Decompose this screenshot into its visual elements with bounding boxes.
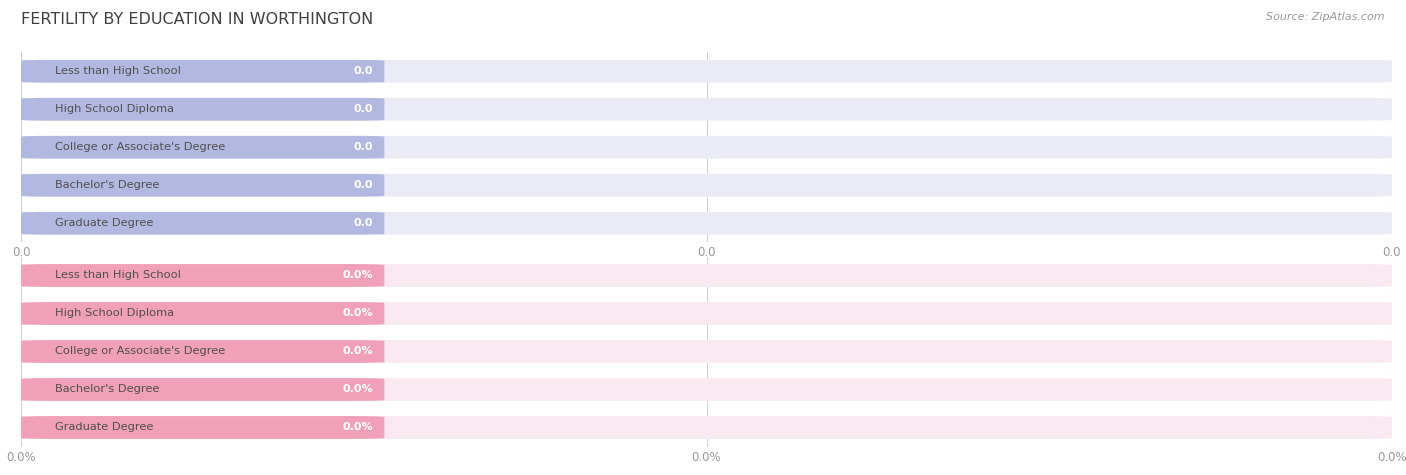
- FancyBboxPatch shape: [21, 264, 1392, 287]
- Text: Graduate Degree: Graduate Degree: [55, 422, 153, 433]
- FancyBboxPatch shape: [21, 378, 1392, 401]
- FancyBboxPatch shape: [21, 302, 1392, 325]
- FancyBboxPatch shape: [21, 416, 384, 439]
- Text: Bachelor's Degree: Bachelor's Degree: [55, 180, 160, 190]
- Text: 0.0: 0.0: [354, 66, 374, 76]
- Text: Less than High School: Less than High School: [55, 66, 181, 76]
- Text: 0.0: 0.0: [354, 218, 374, 228]
- FancyBboxPatch shape: [21, 98, 1392, 121]
- Text: Source: ZipAtlas.com: Source: ZipAtlas.com: [1267, 12, 1385, 22]
- Text: High School Diploma: High School Diploma: [55, 104, 174, 114]
- Text: 0.0%: 0.0%: [343, 422, 374, 433]
- Text: 0.0%: 0.0%: [343, 384, 374, 395]
- FancyBboxPatch shape: [21, 212, 384, 235]
- FancyBboxPatch shape: [21, 264, 384, 287]
- Text: FERTILITY BY EDUCATION IN WORTHINGTON: FERTILITY BY EDUCATION IN WORTHINGTON: [21, 12, 374, 27]
- FancyBboxPatch shape: [21, 174, 1392, 197]
- FancyBboxPatch shape: [21, 98, 384, 121]
- Text: 0.0: 0.0: [354, 104, 374, 114]
- Text: Less than High School: Less than High School: [55, 270, 181, 281]
- Text: College or Associate's Degree: College or Associate's Degree: [55, 346, 225, 357]
- FancyBboxPatch shape: [21, 378, 384, 401]
- Text: High School Diploma: High School Diploma: [55, 308, 174, 319]
- Text: 0.0: 0.0: [354, 180, 374, 190]
- FancyBboxPatch shape: [21, 340, 384, 363]
- FancyBboxPatch shape: [21, 212, 1392, 235]
- Text: Bachelor's Degree: Bachelor's Degree: [55, 384, 160, 395]
- Text: 0.0: 0.0: [354, 142, 374, 152]
- FancyBboxPatch shape: [21, 174, 384, 197]
- FancyBboxPatch shape: [21, 136, 1392, 159]
- FancyBboxPatch shape: [21, 416, 1392, 439]
- FancyBboxPatch shape: [21, 60, 1392, 83]
- Text: 0.0%: 0.0%: [343, 346, 374, 357]
- Text: Graduate Degree: Graduate Degree: [55, 218, 153, 228]
- FancyBboxPatch shape: [21, 340, 1392, 363]
- Text: 0.0%: 0.0%: [343, 308, 374, 319]
- FancyBboxPatch shape: [21, 302, 384, 325]
- Text: 0.0%: 0.0%: [343, 270, 374, 281]
- Text: College or Associate's Degree: College or Associate's Degree: [55, 142, 225, 152]
- FancyBboxPatch shape: [21, 136, 384, 159]
- FancyBboxPatch shape: [21, 60, 384, 83]
